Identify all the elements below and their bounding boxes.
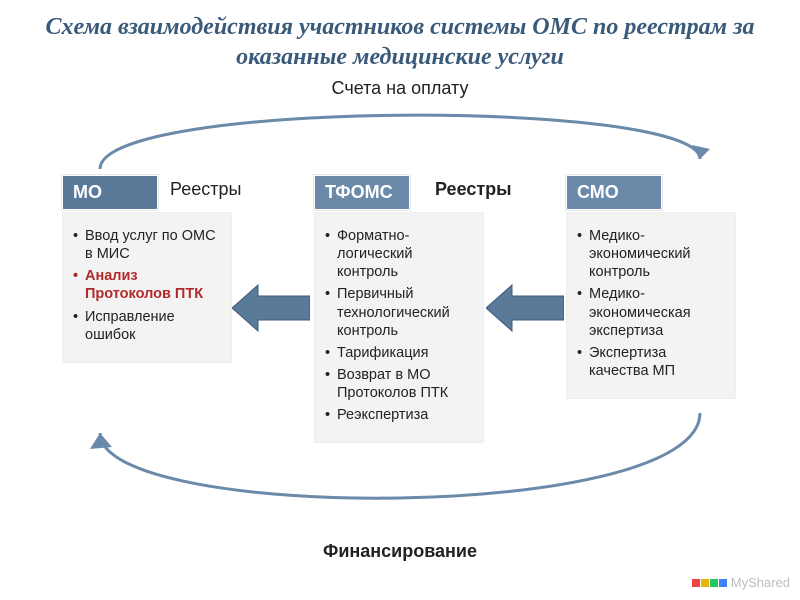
- block-arrow-1: [232, 283, 310, 333]
- list-item: Медико-экономический контроль: [575, 227, 727, 281]
- diagram-area: Реестры Реестры МО Ввод услуг по ОМС в М…: [0, 103, 800, 563]
- list-item: Ввод услуг по ОМС в МИС: [71, 227, 223, 263]
- list-item: Медико-экономическая экспертиза: [575, 285, 727, 339]
- list-item: Реэкспертиза: [323, 406, 475, 424]
- column-head-smo: СМО: [566, 175, 662, 210]
- column-head-mo: МО: [62, 175, 158, 210]
- list-item: Исправление ошибок: [71, 308, 223, 344]
- bottom-curve-label: Финансирование: [0, 541, 800, 562]
- column-body-tfoms: Форматно-логический контроль Первичный т…: [314, 212, 484, 443]
- list-item: Тарификация: [323, 344, 475, 362]
- watermark: MyShared: [692, 575, 790, 590]
- column-body-smo: Медико-экономический контроль Медико-эко…: [566, 212, 736, 399]
- top-curve-label: Счета на оплату: [0, 78, 800, 99]
- watermark-icon: [692, 579, 727, 587]
- list-item: Анализ Протоколов ПТК: [71, 267, 223, 303]
- list-item: Первичный технологический контроль: [323, 285, 475, 339]
- watermark-text: MyShared: [731, 575, 790, 590]
- column-tfoms: ТФОМС Форматно-логический контроль Перви…: [314, 175, 484, 443]
- list-item: Экспертиза качества МП: [575, 344, 727, 380]
- list-item: Форматно-логический контроль: [323, 227, 475, 281]
- column-body-mo: Ввод услуг по ОМС в МИС Анализ Протоколо…: [62, 212, 232, 363]
- page-title: Схема взаимодействия участников системы …: [0, 0, 800, 76]
- column-head-tfoms: ТФОМС: [314, 175, 410, 210]
- column-smo: СМО Медико-экономический контроль Медико…: [566, 175, 736, 399]
- column-mo: МО Ввод услуг по ОМС в МИС Анализ Проток…: [62, 175, 232, 363]
- block-arrow-2: [486, 283, 564, 333]
- list-item: Возврат в МО Протоколов ПТК: [323, 366, 475, 402]
